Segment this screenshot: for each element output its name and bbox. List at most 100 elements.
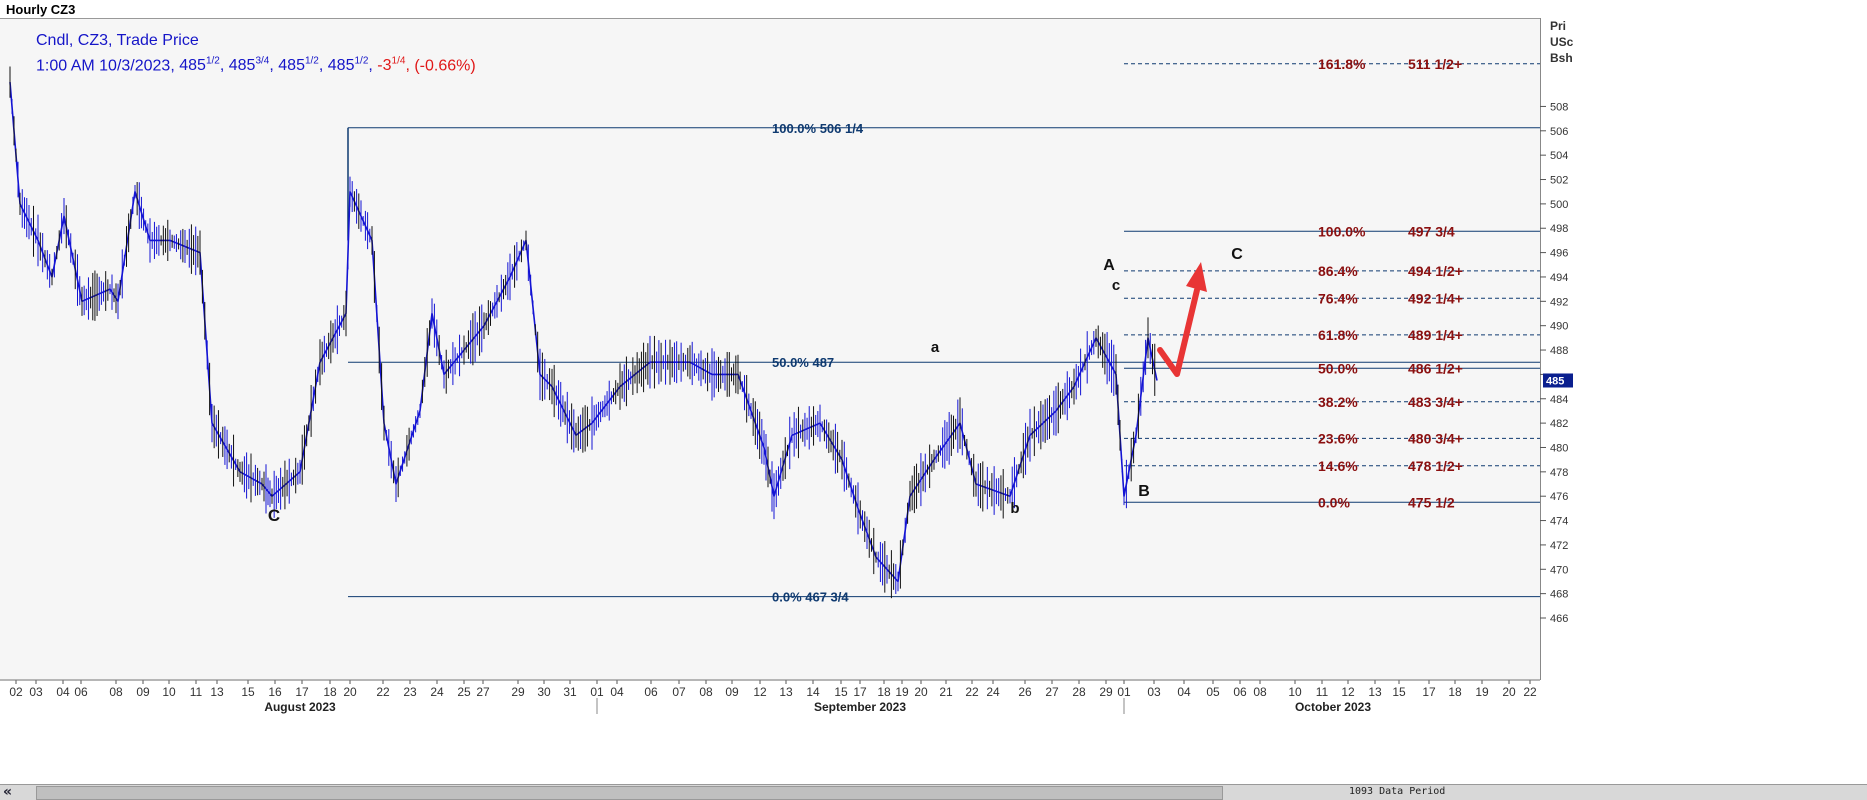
x-tick-label: 17 [295, 685, 309, 699]
x-tick-label: 09 [136, 685, 150, 699]
fib-level-value: 494 1/2+ [1408, 263, 1463, 279]
legend-line-1: Cndl, CZ3, Trade Price [36, 32, 199, 49]
x-tick-label: 02 [9, 685, 23, 699]
x-tick-label: 17 [853, 685, 867, 699]
price-axis-title-line: USc [1550, 35, 1574, 49]
window-title: Hourly CZ3 [6, 2, 76, 17]
price-axis-panel[interactable] [1540, 18, 1867, 680]
x-tick-label: 23 [403, 685, 417, 699]
x-tick-label: 20 [914, 685, 928, 699]
fib-level-pct: 61.8% [1318, 327, 1358, 343]
month-label: September 2023 [814, 700, 906, 714]
y-tick-label: 482 [1550, 418, 1568, 430]
last-price-label: 485 [1546, 375, 1564, 387]
data-period-label: 1093 Data Period [1349, 786, 1446, 797]
y-tick-label: 474 [1550, 516, 1568, 528]
y-tick-label: 478 [1550, 467, 1568, 479]
legend-change: -31/4, [377, 56, 410, 75]
y-tick-label: 480 [1550, 442, 1568, 454]
y-tick-label: 490 [1550, 321, 1568, 333]
y-tick-label: 504 [1550, 150, 1568, 162]
price-axis-title-line: Pri [1550, 19, 1567, 33]
projection-arrow [1157, 287, 1200, 377]
fib-level-value: 511 1/2+ [1408, 56, 1462, 72]
fib-level-value: 475 1/2 [1408, 494, 1455, 510]
x-tick-label: 18 [323, 685, 337, 699]
x-tick-label: 06 [1233, 685, 1247, 699]
wave-label: C [1231, 246, 1243, 263]
x-tick-label: 19 [895, 685, 909, 699]
x-tick-label: 17 [1422, 685, 1436, 699]
fib-level-value: 478 1/2+ [1408, 458, 1463, 474]
x-tick-label: 10 [162, 685, 176, 699]
legend-line-2: 1:00 AM 10/3/2023, 4851/2, 4853/4, 4851/… [36, 51, 476, 76]
fib-level-label: 0.0% 467 3/4 [772, 590, 849, 605]
fib-level-pct: 161.8% [1318, 56, 1366, 72]
legend-high-int: 485 [228, 57, 256, 75]
x-tick-label: 29 [1099, 685, 1113, 699]
y-tick-label: 502 [1550, 175, 1568, 187]
y-tick-label: 488 [1550, 345, 1568, 357]
x-tick-label: 08 [109, 685, 123, 699]
scroll-left-button[interactable]: « [3, 784, 13, 800]
x-tick-label: 10 [1288, 685, 1302, 699]
y-tick-label: 508 [1550, 101, 1568, 113]
x-tick-label: 16 [268, 685, 282, 699]
x-tick-label: 08 [1253, 685, 1267, 699]
wave-label: A [1103, 257, 1115, 274]
x-tick-label: 03 [1147, 685, 1161, 699]
fib-level-pct: 86.4% [1318, 263, 1358, 279]
fib-level-value: 483 3/4+ [1408, 394, 1463, 410]
x-tick-label: 19 [1475, 685, 1489, 699]
price-line [9, 82, 1158, 583]
fib-level-pct: 38.2% [1318, 394, 1358, 410]
y-tick-label: 470 [1550, 564, 1568, 576]
x-tick-label: 12 [753, 685, 767, 699]
fib-level-value: 480 3/4+ [1408, 430, 1463, 446]
fib-level-pct: 76.4% [1318, 290, 1358, 306]
legend-low-int: 485 [278, 57, 305, 75]
y-tick-label: 468 [1550, 589, 1568, 601]
x-tick-label: 15 [1392, 685, 1406, 699]
legend-time: 1:00 AM 10/3/2023, [36, 57, 175, 75]
wave-label: C [268, 506, 280, 525]
y-tick-label: 492 [1550, 296, 1568, 308]
x-tick-label: 04 [610, 685, 624, 699]
x-tick-label: 04 [56, 685, 70, 699]
fib-level-pct: 50.0% [1318, 360, 1358, 376]
fib-level-value: 492 1/4+ [1408, 290, 1463, 306]
y-tick-label: 500 [1550, 199, 1568, 211]
legend-change-frac: 1/4 [391, 56, 406, 67]
x-tick-label: 06 [644, 685, 658, 699]
legend-low-frac: 1/2 [304, 56, 319, 67]
x-tick-label: 20 [343, 685, 357, 699]
legend-close: 4851/2, [327, 56, 373, 75]
x-tick-label: 11 [190, 685, 203, 699]
x-tick-label: 01 [590, 685, 604, 699]
y-tick-label: 506 [1550, 126, 1568, 138]
fib-level-pct: 0.0% [1318, 494, 1350, 510]
x-tick-label: 24 [986, 685, 1000, 699]
legend-open-frac: 1/2 [205, 56, 220, 67]
x-tick-label: 20 [1502, 685, 1516, 699]
x-tick-label: 29 [511, 685, 525, 699]
x-tick-label: 09 [725, 685, 739, 699]
fib-level-value: 497 3/4 [1408, 223, 1455, 239]
fib-level-value: 486 1/2+ [1408, 360, 1463, 376]
legend-low: 4851/2, [278, 56, 324, 75]
fib-level-pct: 23.6% [1318, 430, 1358, 446]
x-tick-label: 08 [699, 685, 713, 699]
scroll-thumb[interactable] [36, 786, 1223, 800]
x-tick-label: 12 [1341, 685, 1355, 699]
x-tick-label: 18 [877, 685, 891, 699]
fib-level-label: 50.0% 487 [772, 355, 834, 370]
fib-level-label: 100.0% 506 1/4 [772, 121, 864, 136]
x-tick-label: 22 [376, 685, 390, 699]
plot-area[interactable] [0, 18, 1540, 681]
legend-high: 4853/4, [228, 56, 274, 75]
fib-level-value: 489 1/4+ [1408, 327, 1463, 343]
bottom-scrollbar[interactable]: « 1093 Data Period [0, 784, 1867, 800]
chart-legend: Cndl, CZ3, Trade Price 1:00 AM 10/3/2023… [36, 30, 476, 76]
x-tick-label: 28 [1072, 685, 1086, 699]
